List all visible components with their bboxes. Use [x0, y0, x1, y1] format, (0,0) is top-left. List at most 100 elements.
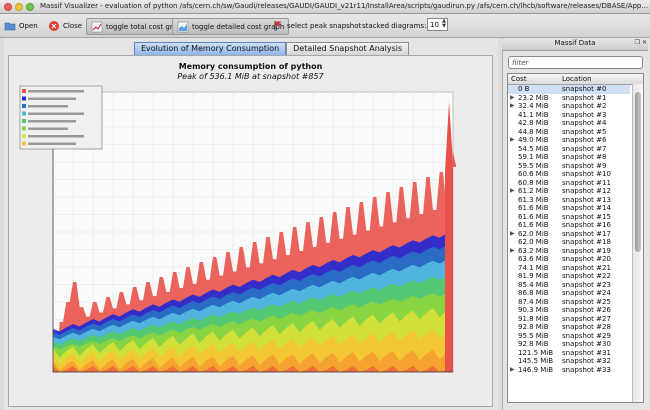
minimize-window-button[interactable]	[15, 3, 23, 11]
legend-swatch	[22, 89, 26, 93]
expand-arrow-icon[interactable]: ▶	[510, 93, 515, 101]
table-row[interactable]: 145.5 MiB snapshot #32	[508, 357, 630, 366]
row-location: snapshot #26	[562, 306, 611, 314]
column-location[interactable]: Location	[562, 75, 592, 83]
row-location: snapshot #21	[562, 263, 611, 272]
table-row[interactable]: 60.8 MiB snapshot #11	[508, 179, 630, 188]
row-location: snapshot #4	[562, 119, 607, 127]
chart-title: Memory consumption of python	[178, 62, 323, 71]
table-row[interactable]: 85.4 MiB snapshot #23	[508, 281, 630, 290]
row-cost: 44.8 MiB	[518, 127, 549, 136]
table-row[interactable]: 74.1 MiB snapshot #21	[508, 264, 630, 273]
table-row[interactable]: 90.3 MiB snapshot #26	[508, 306, 630, 315]
table-row[interactable]: 60.6 MiB snapshot #10	[508, 170, 630, 179]
table-row[interactable]: ▶ 49.0 MiB snapshot #6	[508, 136, 630, 145]
tab-detailed-snapshot[interactable]: Detailed Snapshot Analysis	[286, 42, 410, 56]
scrollbar-thumb[interactable]	[635, 92, 641, 252]
expand-arrow-icon[interactable]: ▶	[510, 229, 515, 237]
legend-swatch	[22, 141, 26, 146]
column-cost[interactable]: Cost	[511, 75, 527, 83]
row-location: snapshot #24	[562, 289, 611, 297]
title-bar: Massif Visualizer - evaluation of python…	[0, 0, 650, 14]
tab-evolution[interactable]: Evolution of Memory Consumption	[134, 42, 287, 56]
table-row[interactable]: 54.5 MiB snapshot #7	[508, 145, 630, 154]
row-cost: 81.9 MiB	[518, 272, 549, 280]
table-scrollbar[interactable]	[632, 84, 643, 402]
table-row[interactable]: ▶ 61.2 MiB snapshot #12	[508, 187, 630, 196]
legend-text-bar	[28, 135, 84, 138]
table-row[interactable]: ▶ 146.9 MiB snapshot #33	[508, 366, 630, 375]
expand-arrow-icon[interactable]: ▶	[510, 246, 515, 254]
expand-arrow-icon[interactable]: ▶	[510, 365, 515, 373]
table-row[interactable]: 61.6 MiB snapshot #14	[508, 204, 630, 213]
row-cost: 63.2 MiB	[518, 246, 549, 255]
row-cost: 95.5 MiB	[518, 331, 549, 340]
expand-arrow-icon[interactable]: ▶	[510, 102, 515, 109]
row-location: snapshot #27	[562, 314, 611, 323]
dock-title: Massif Data	[554, 39, 596, 47]
table-row[interactable]: 121.5 MiB snapshot #31	[508, 349, 630, 358]
row-location: snapshot #33	[562, 365, 611, 374]
table-row[interactable]: 61.6 MiB snapshot #16	[508, 221, 630, 230]
table-row[interactable]: 41.1 MiB snapshot #3	[508, 111, 630, 120]
table-row[interactable]: 81.9 MiB snapshot #22	[508, 272, 630, 281]
memory-chart[interactable]	[8, 82, 493, 402]
table-row[interactable]: 42.8 MiB snapshot #4	[508, 119, 630, 128]
table-row[interactable]: 44.8 MiB snapshot #5	[508, 128, 630, 137]
table-header: Cost Location	[508, 74, 643, 85]
row-location: snapshot #14	[562, 204, 611, 212]
dock-float-close-icon[interactable]: ❐ ✕	[634, 39, 647, 46]
table-row[interactable]: 87.4 MiB snapshot #25	[508, 298, 630, 307]
table-row[interactable]: ▶ 23.2 MiB snapshot #1	[508, 94, 630, 103]
row-location: snapshot #13	[562, 195, 611, 204]
row-cost: 90.3 MiB	[518, 306, 549, 314]
close-window-button[interactable]	[4, 3, 12, 11]
legend-text-bar	[28, 97, 76, 100]
row-cost: 32.4 MiB	[518, 102, 549, 110]
row-location: snapshot #6	[562, 136, 607, 144]
spin-arrows-icon[interactable]: ▲ ▼	[442, 18, 446, 29]
table-row[interactable]: 86.8 MiB snapshot #24	[508, 289, 630, 298]
table-row[interactable]: ▶ 32.4 MiB snapshot #2	[508, 102, 630, 111]
table-row[interactable]: 61.6 MiB snapshot #15	[508, 213, 630, 222]
select-peak-button[interactable]: select peak snapshot	[272, 18, 361, 33]
zoom-window-button[interactable]	[26, 3, 34, 11]
row-location: snapshot #3	[562, 110, 607, 119]
expand-arrow-icon[interactable]: ▶	[510, 187, 515, 194]
legend-swatch	[22, 134, 26, 138]
tab-bar: Evolution of Memory Consumption Detailed…	[134, 42, 410, 56]
table-row[interactable]: 59.1 MiB snapshot #8	[508, 153, 630, 162]
stacked-diagrams-spinbox[interactable]: 10	[427, 18, 448, 31]
legend-text-bar	[28, 112, 84, 115]
row-location: snapshot #23	[562, 280, 611, 289]
table-row[interactable]: 92.8 MiB snapshot #30	[508, 340, 630, 349]
row-cost: 92.8 MiB	[518, 323, 549, 331]
row-cost: 61.6 MiB	[518, 221, 549, 229]
legend-text-bar	[28, 105, 68, 108]
table-row[interactable]: 92.8 MiB snapshot #28	[508, 323, 630, 332]
toggle-detailed-cost-button[interactable]: toggle detailed cost graph	[172, 18, 290, 35]
toggle-total-cost-button[interactable]: toggle total cost graph	[86, 18, 191, 35]
close-button[interactable]: Close	[48, 18, 82, 33]
table-row[interactable]: 95.5 MiB snapshot #29	[508, 332, 630, 341]
table-row[interactable]: ▶ 62.0 MiB snapshot #17	[508, 230, 630, 239]
expand-arrow-icon[interactable]: ▶	[510, 136, 515, 143]
table-row[interactable]: 91.8 MiB snapshot #27	[508, 315, 630, 324]
close-icon	[49, 20, 59, 31]
table-row[interactable]: ▶ 63.2 MiB snapshot #19	[508, 247, 630, 256]
row-location: snapshot #31	[562, 348, 611, 357]
open-label: Open	[19, 21, 38, 30]
row-cost: 62.0 MiB	[518, 229, 549, 238]
row-location: snapshot #20	[562, 255, 611, 263]
chart-icon	[177, 21, 189, 32]
table-row[interactable]: 62.0 MiB snapshot #18	[508, 238, 630, 247]
open-button[interactable]: Open	[4, 18, 38, 33]
table-row[interactable]: 59.5 MiB snapshot #9	[508, 162, 630, 171]
row-location: snapshot #22	[562, 272, 611, 280]
table-row[interactable]: 0 B snapshot #0	[508, 85, 630, 94]
table-row[interactable]: 63.6 MiB snapshot #20	[508, 255, 630, 264]
table-row[interactable]: 61.3 MiB snapshot #13	[508, 196, 630, 205]
filter-input[interactable]: filter	[508, 56, 643, 69]
row-location: snapshot #30	[562, 340, 611, 348]
stacked-label: stacked diagrams:	[362, 21, 427, 30]
